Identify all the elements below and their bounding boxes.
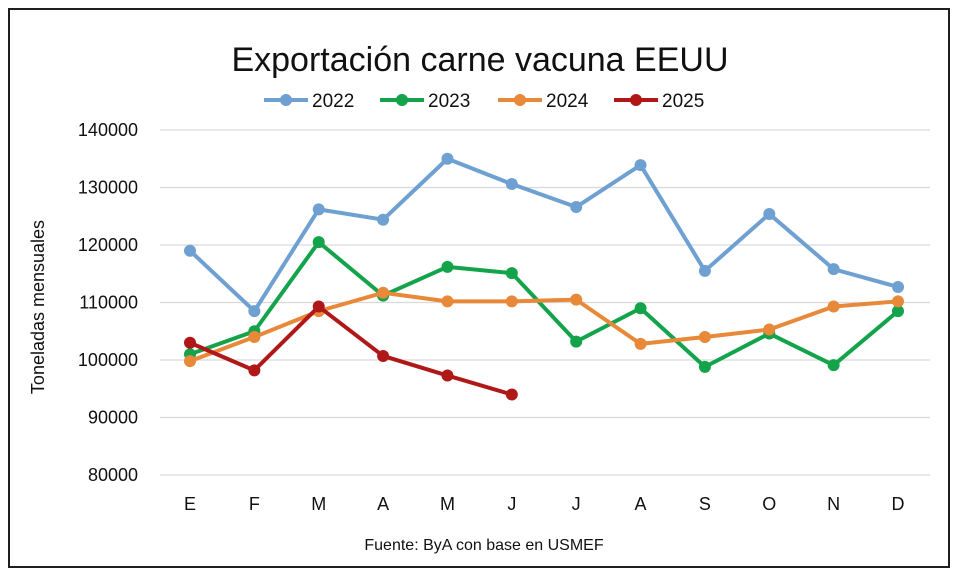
data-point xyxy=(184,336,196,349)
data-point xyxy=(763,323,776,336)
legend: 2022 2023 2024 2025 xyxy=(264,91,704,112)
data-point xyxy=(763,207,776,220)
x-tick-label: O xyxy=(762,494,776,514)
legend-swatch-marker xyxy=(280,94,292,106)
data-point xyxy=(505,295,518,308)
series-2023 xyxy=(184,236,904,373)
data-point xyxy=(634,159,647,172)
legend-label: 2025 xyxy=(662,91,704,112)
data-point xyxy=(248,364,261,377)
data-point xyxy=(184,355,196,368)
data-point xyxy=(698,264,711,277)
legend-item-2023: 2023 xyxy=(380,91,470,112)
x-tick-label: D xyxy=(892,494,905,514)
data-point xyxy=(570,335,583,348)
x-tick-label: M xyxy=(440,494,455,514)
data-point xyxy=(827,359,840,372)
legend-swatch-marker xyxy=(630,94,642,106)
source-note: Fuente: ByA con base en USMEF xyxy=(364,537,603,554)
data-point xyxy=(505,178,518,191)
series-line-2023 xyxy=(188,240,900,369)
data-point xyxy=(184,244,196,257)
line-chart: Exportación carne vacuna EEUU 2022 2023 20… xyxy=(28,41,930,554)
data-point xyxy=(312,203,325,216)
data-point xyxy=(505,267,518,280)
data-point xyxy=(248,305,261,318)
y-axis-label: Toneladas mensuales xyxy=(28,220,48,394)
series-2024 xyxy=(184,286,904,368)
y-tick-label: 100000 xyxy=(78,350,138,370)
y-tick-label: 110000 xyxy=(79,293,138,313)
data-point xyxy=(827,263,840,276)
data-point xyxy=(441,369,454,382)
legend-label: 2024 xyxy=(546,91,589,112)
legend-swatch-marker xyxy=(396,94,408,106)
legend-label: 2022 xyxy=(312,91,354,112)
x-tick-label: S xyxy=(699,494,711,514)
x-tick-label: A xyxy=(377,494,389,514)
x-tick-label: F xyxy=(249,494,260,514)
chart-title: Exportación carne vacuna EEUU xyxy=(231,41,728,79)
x-tick-label: N xyxy=(827,494,840,514)
data-point xyxy=(441,260,454,273)
y-tick-label: 80000 xyxy=(88,465,138,485)
y-axis-ticks: 80000 90000 100000 110000 120000 130000 140000 xyxy=(78,120,138,485)
legend-item-2022: 2022 xyxy=(264,91,354,112)
y-tick-label: 90000 xyxy=(88,408,138,428)
x-tick-label: J xyxy=(507,494,516,514)
data-point xyxy=(570,293,583,306)
data-point xyxy=(312,300,325,313)
data-point xyxy=(892,280,904,293)
gridlines xyxy=(160,129,930,476)
y-tick-label: 120000 xyxy=(78,235,138,255)
data-point xyxy=(377,286,390,299)
data-point xyxy=(505,388,518,401)
data-point xyxy=(698,331,711,343)
legend-item-2024: 2024 xyxy=(498,91,589,112)
series-line-2022 xyxy=(188,156,900,314)
y-tick-label: 140000 xyxy=(78,120,138,140)
data-point xyxy=(441,295,454,308)
data-point xyxy=(441,152,454,165)
series-line-2025 xyxy=(188,304,514,397)
legend-swatch-marker xyxy=(514,94,526,106)
series-group xyxy=(184,152,904,401)
data-point xyxy=(248,331,261,343)
x-tick-label: A xyxy=(635,494,647,514)
data-point xyxy=(634,337,647,350)
series-2025 xyxy=(184,300,518,401)
data-point xyxy=(827,300,840,313)
legend-item-2025: 2025 xyxy=(614,91,704,112)
legend-label: 2023 xyxy=(428,91,470,112)
series-2022 xyxy=(184,152,904,318)
x-tick-label: M xyxy=(311,494,326,514)
chart-frame: Exportación carne vacuna EEUU 2022 2023 20… xyxy=(8,8,950,568)
x-tick-label: J xyxy=(572,494,581,514)
data-point xyxy=(312,236,325,249)
y-tick-label: 130000 xyxy=(78,178,138,198)
data-point xyxy=(570,201,583,214)
data-point xyxy=(892,305,904,318)
x-tick-label: E xyxy=(184,494,196,514)
data-point xyxy=(892,295,904,308)
data-point xyxy=(377,349,390,362)
data-point xyxy=(377,213,390,226)
data-point xyxy=(634,302,647,315)
data-point xyxy=(698,360,711,373)
